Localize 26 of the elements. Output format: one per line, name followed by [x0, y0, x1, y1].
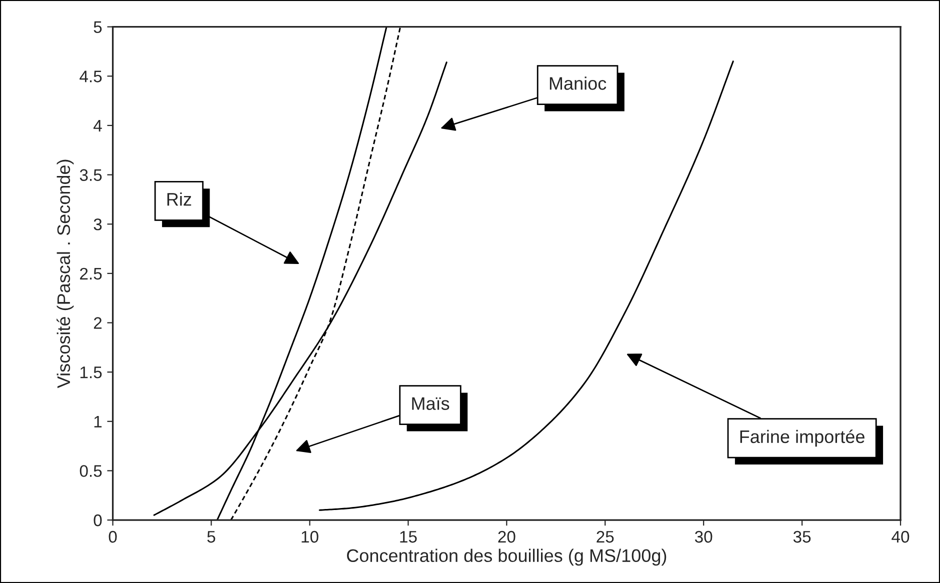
y-tick-label: 3.5: [80, 169, 102, 181]
y-tick-label: 2: [94, 317, 102, 329]
y-tick-label: 5: [94, 21, 102, 34]
y-tick-label: 1: [94, 416, 102, 428]
x-tick-label: 30: [694, 530, 712, 543]
x-tick-label: 20: [498, 530, 516, 543]
x-tick-label: 0: [108, 530, 117, 543]
x-tick-label: 35: [793, 530, 811, 543]
y-tick-label: 3: [94, 218, 102, 230]
x-tick-label: 5: [207, 531, 216, 543]
annotation: Farine importée: [740, 430, 864, 447]
y-tick-label: 0.5: [80, 465, 102, 477]
x-tick-label: 40: [892, 530, 910, 543]
annotation: Riz: [167, 192, 192, 206]
annotation: Maïs: [412, 397, 450, 410]
x-tick-label: 10: [302, 530, 318, 543]
annotation: Manioc: [550, 76, 606, 90]
y-tick-label: 2.5: [80, 268, 102, 280]
y-tick-label: 0: [94, 514, 102, 526]
y-tick-label: 4.5: [80, 70, 102, 82]
y-axis-title: Viscosité (Pascal . Seconde): [56, 160, 74, 388]
x-tick-label: 25: [596, 530, 614, 543]
y-tick-label: 1.5: [80, 366, 102, 378]
y-tick-label: 4: [94, 120, 102, 132]
x-axis-title: Concentration des bouillies (g MS/100g): [347, 548, 666, 566]
x-tick-label: 15: [400, 531, 417, 543]
